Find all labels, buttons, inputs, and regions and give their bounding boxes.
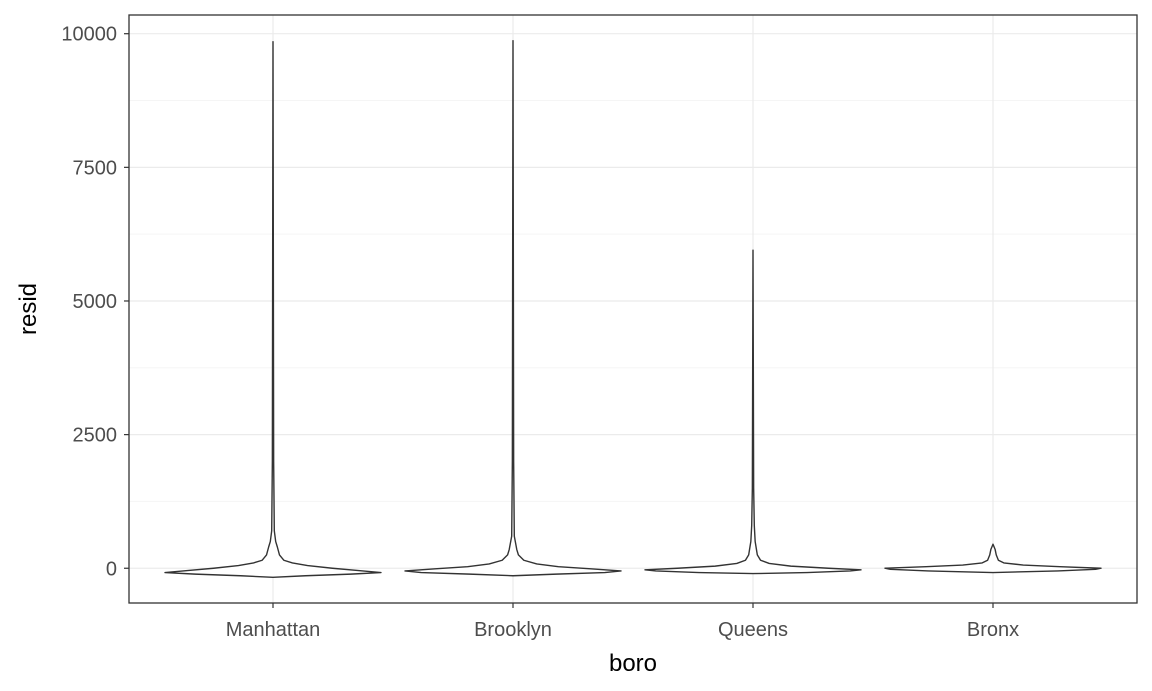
violin-brooklyn — [404, 39, 622, 577]
violin-manhattan — [164, 41, 382, 579]
axis-layer: 0 2500 5000 7500 10000 Manhattan Brooklyn Queen… — [61, 24, 1019, 641]
violin-queens — [644, 249, 862, 575]
violin-bronx — [884, 543, 1102, 574]
x-axis-title: boro — [609, 650, 657, 677]
violin-layer — [164, 39, 1102, 579]
x-tick-label: Manhattan — [226, 619, 321, 641]
x-tick-label: Queens — [718, 619, 788, 641]
y-tick-label: 10000 — [61, 24, 117, 46]
y-tick-label: 5000 — [73, 291, 118, 313]
x-tick-label: Bronx — [967, 619, 1019, 641]
y-tick-label: 0 — [106, 558, 117, 580]
y-tick-label: 2500 — [73, 425, 118, 447]
x-tick-label: Brooklyn — [474, 619, 552, 641]
y-tick-label: 7500 — [73, 157, 118, 179]
y-axis-title: resid — [15, 283, 42, 335]
panel-border — [128, 14, 1138, 604]
